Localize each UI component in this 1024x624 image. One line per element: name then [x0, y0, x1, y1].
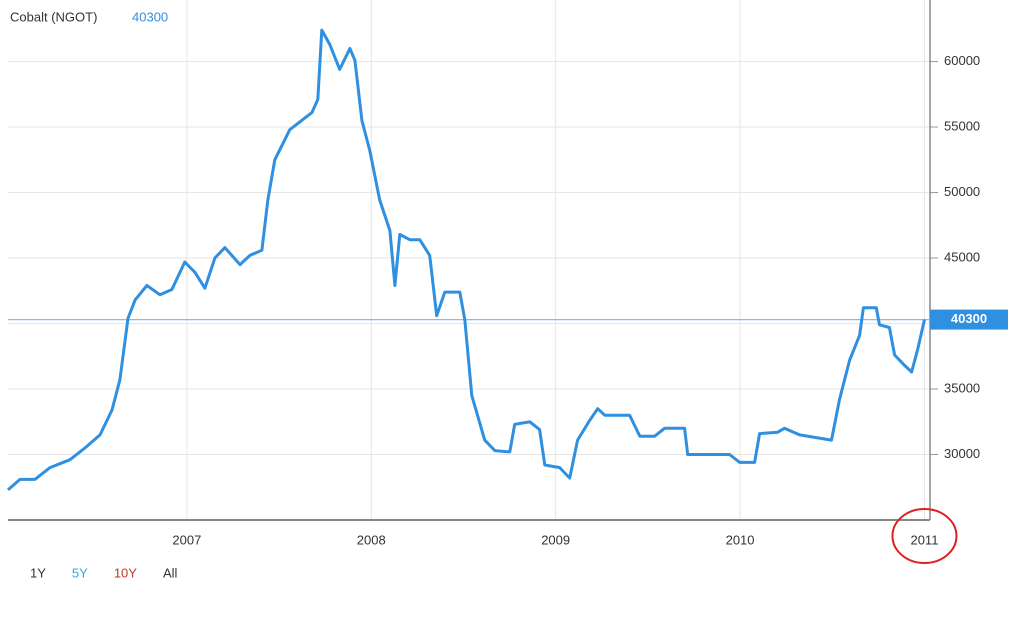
- current-label-bg: [930, 309, 1008, 330]
- price-line: [7, 28, 926, 492]
- y-tick-label: 55000: [944, 118, 980, 133]
- range-button[interactable]: 10Y: [114, 565, 137, 580]
- x-tick-label: 2010: [726, 532, 755, 547]
- y-tick-label: 45000: [944, 249, 980, 264]
- x-tick-label: 2009: [541, 532, 570, 547]
- current-label: 40300: [951, 311, 987, 326]
- y-tick-label: 30000: [944, 446, 980, 461]
- y-tick-label: 50000: [944, 184, 980, 199]
- range-button[interactable]: 5Y: [72, 565, 88, 580]
- chart-title: Cobalt (NGOT): [10, 9, 97, 24]
- y-tick-label: 35000: [944, 380, 980, 395]
- range-button[interactable]: All: [163, 565, 178, 580]
- x-tick-label: 2011: [910, 532, 938, 547]
- range-button[interactable]: 1Y: [30, 565, 46, 580]
- x-tick-label: 2007: [172, 532, 201, 547]
- highlight-circle: [891, 508, 958, 564]
- price-text: 40300: [132, 9, 168, 24]
- x-tick-label: 2008: [357, 532, 386, 547]
- y-tick-label: 60000: [944, 53, 980, 68]
